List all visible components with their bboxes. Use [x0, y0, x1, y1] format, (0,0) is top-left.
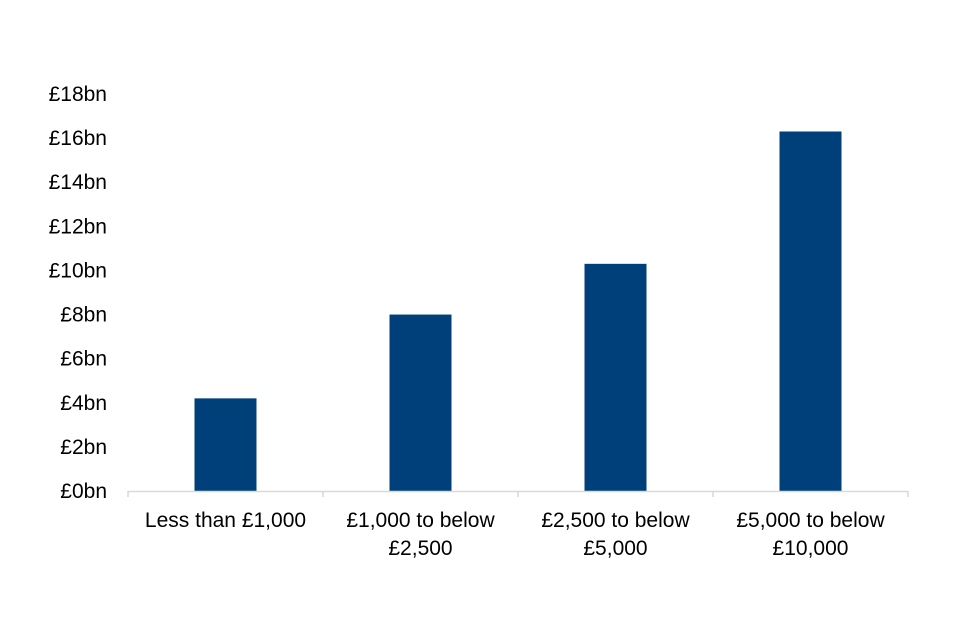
- y-tick-label: £16bn: [49, 127, 107, 150]
- y-axis-tick-labels: £0bn £2bn £4bn £6bn £8bn £10bn £12bn £14bn £16bn…: [49, 83, 107, 503]
- y-tick-label: £4bn: [60, 392, 107, 415]
- x-axis-category-labels: Less than £1,000 £1,000 to below £2,500 £2,…: [145, 509, 886, 560]
- bar: [584, 263, 647, 491]
- y-tick-label: £12bn: [49, 215, 107, 238]
- x-category-label: £2,500 to below: [541, 509, 690, 532]
- y-tick-label: £2bn: [60, 436, 107, 459]
- y-tick-label: £14bn: [49, 171, 107, 194]
- x-category-label: £5,000: [583, 537, 647, 560]
- x-category-label: £1,000 to below: [346, 509, 495, 532]
- bar: [389, 314, 452, 491]
- y-tick-label: £10bn: [49, 259, 107, 282]
- x-category-label: £2,500: [388, 537, 452, 560]
- y-tick-label: £0bn: [60, 480, 107, 503]
- x-category-label: £10,000: [773, 537, 849, 560]
- bar: [194, 398, 257, 491]
- y-tick-label: £6bn: [60, 348, 107, 371]
- y-tick-label: £18bn: [49, 83, 107, 106]
- bar: [779, 131, 842, 491]
- bars-group: [194, 131, 842, 491]
- x-axis-tick-marks: [127, 491, 909, 497]
- x-category-label: £5,000 to below: [736, 509, 885, 532]
- x-category-label: Less than £1,000: [145, 509, 306, 532]
- y-tick-label: £8bn: [60, 304, 107, 327]
